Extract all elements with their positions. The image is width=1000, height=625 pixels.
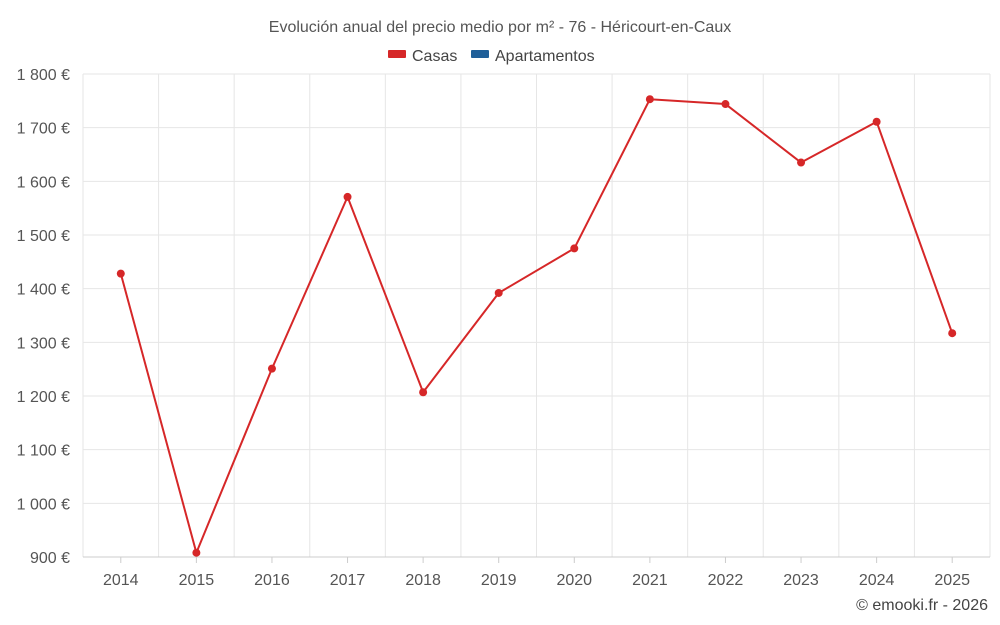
data-point-casas-2014[interactable] <box>116 269 125 278</box>
legend-swatch-casas[interactable] <box>388 50 406 58</box>
data-point-casas-2022[interactable] <box>721 100 730 109</box>
x-axis-labels: 2014 2015 2016 2017 2018 2019 2020 2021 2022 2023… <box>103 557 970 589</box>
y-tick-label: 900 € <box>30 550 70 567</box>
series-casas <box>116 95 957 557</box>
y-tick-label: 1 400 € <box>17 282 70 299</box>
y-tick-label: 1 000 € <box>17 496 70 513</box>
x-tick-label: 2020 <box>556 572 592 589</box>
legend-label-casas[interactable]: Casas <box>412 48 457 65</box>
legend-label-apartamentos[interactable]: Apartamentos <box>495 48 595 65</box>
y-tick-label: 1 100 € <box>17 443 70 460</box>
data-point-casas-2015[interactable] <box>192 548 201 557</box>
x-tick-label: 2019 <box>481 572 517 589</box>
x-tick-label: 2024 <box>859 572 895 589</box>
legend: Casas Apartamentos <box>388 48 595 65</box>
data-point-casas-2024[interactable] <box>872 117 881 126</box>
x-tick-label: 2025 <box>934 572 970 589</box>
data-point-casas-2019[interactable] <box>494 288 503 297</box>
data-point-casas-2020[interactable] <box>570 244 579 253</box>
data-point-casas-2023[interactable] <box>797 158 806 167</box>
y-tick-label: 1 300 € <box>17 335 70 352</box>
x-tick-label: 2023 <box>783 572 819 589</box>
legend-swatch-apartamentos[interactable] <box>471 50 489 58</box>
y-axis-labels: 900 € 1 000 € 1 100 € 1 200 € 1 300 € 1 400 €… <box>17 67 70 567</box>
chart-title: Evolución anual del precio medio por m² … <box>269 19 731 36</box>
credit-text: © emooki.fr - 2026 <box>856 597 988 614</box>
y-tick-label: 1 200 € <box>17 389 70 406</box>
data-point-casas-2021[interactable] <box>645 95 654 104</box>
x-tick-label: 2015 <box>179 572 215 589</box>
y-tick-label: 1 600 € <box>17 174 70 191</box>
data-point-casas-2018[interactable] <box>419 388 428 397</box>
x-gridlines <box>82 74 991 557</box>
x-tick-label: 2021 <box>632 572 668 589</box>
x-tick-label: 2017 <box>330 572 366 589</box>
data-point-casas-2016[interactable] <box>267 364 276 373</box>
y-tick-label: 1 700 € <box>17 121 70 138</box>
y-tick-label: 1 500 € <box>17 228 70 245</box>
series-line-casas <box>119 98 954 554</box>
x-tick-label: 2022 <box>708 572 744 589</box>
data-point-casas-2025[interactable] <box>948 329 957 338</box>
x-tick-label: 2018 <box>405 572 441 589</box>
data-point-casas-2017[interactable] <box>343 192 352 201</box>
x-tick-label: 2016 <box>254 572 290 589</box>
y-tick-label: 1 800 € <box>17 67 70 84</box>
x-tick-label: 2014 <box>103 572 139 589</box>
